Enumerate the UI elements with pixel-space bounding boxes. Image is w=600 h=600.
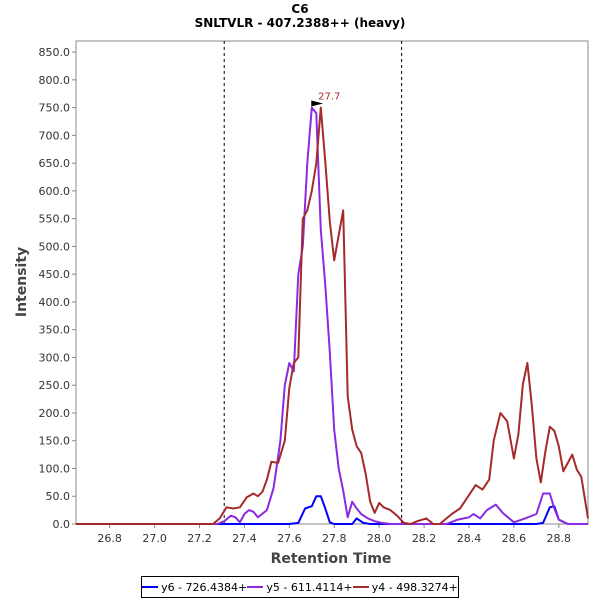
- x-tick-label: 28.0: [367, 532, 392, 545]
- y-tick-label: 450.0: [39, 268, 71, 281]
- y-tick-label: 800.0: [39, 74, 71, 87]
- x-axis-label: Retention Time: [271, 551, 392, 567]
- series-layer: [76, 106, 589, 525]
- series-line-y4: [76, 106, 589, 525]
- x-axis: 26.8 27.0 27.2 27.4 27.6 27.8 28.0 28.2 28.4 28.6…: [97, 524, 571, 545]
- legend-label: y6 - 726.4384+: [161, 580, 248, 594]
- y-tick-label: 100.0: [39, 462, 71, 475]
- x-tick-label: 27.4: [232, 532, 257, 545]
- legend-label: y5 - 611.4114+: [266, 580, 353, 594]
- legend-item: y5 - 611.4114+: [247, 580, 353, 594]
- y-tick-label: 750.0: [39, 102, 71, 115]
- y-axis-label: Intensity: [14, 247, 30, 317]
- y-tick-label: 650.0: [39, 157, 71, 170]
- series-line-y6: [76, 495, 588, 525]
- y-tick-label: 250.0: [39, 379, 71, 392]
- plot-area: [75, 40, 589, 525]
- y-axis: 0.0 50.0 100.0 150.0 200.0 250.0 300.0 350.0 400…: [39, 46, 76, 531]
- legend-item: y4 - 498.3274+: [352, 580, 458, 594]
- x-tick-label: 28.2: [412, 532, 437, 545]
- x-tick-label: 28.8: [547, 532, 572, 545]
- chart-title: C6: [291, 2, 308, 16]
- x-tick-label: 26.8: [97, 532, 122, 545]
- y-tick-label: 550.0: [39, 213, 71, 226]
- chart-subtitle: SNLTVLR - 407.2388++ (heavy): [195, 16, 406, 30]
- y-tick-label: 200.0: [39, 407, 71, 420]
- legend-swatch: [142, 586, 159, 588]
- series-line-y5: [76, 106, 588, 525]
- legend-label: y4 - 498.3274+: [371, 580, 458, 594]
- x-tick-label: 27.2: [187, 532, 212, 545]
- y-tick-label: 500.0: [39, 240, 71, 253]
- integration-bounds: [223, 41, 403, 524]
- x-tick-label: 28.4: [457, 532, 482, 545]
- y-tick-label: 50.0: [46, 490, 71, 503]
- peak-annotation: 27.7: [311, 92, 340, 107]
- legend-item: y6 - 726.4384+: [142, 581, 247, 594]
- legend-swatch: [247, 586, 264, 588]
- x-tick-label: 28.6: [502, 532, 527, 545]
- peak-label: 27.7: [318, 92, 340, 103]
- legend: y6 - 726.4384+ y5 - 611.4114+ y4 - 498.327…: [141, 576, 459, 598]
- y-tick-label: 700.0: [39, 129, 71, 142]
- y-tick-label: 350.0: [39, 324, 71, 337]
- y-tick-label: 600.0: [39, 185, 71, 198]
- y-tick-label: 400.0: [39, 296, 71, 309]
- x-tick-label: 27.0: [142, 532, 167, 545]
- legend-swatch: [352, 586, 369, 588]
- y-tick-label: 0.0: [53, 518, 71, 531]
- y-tick-label: 300.0: [39, 351, 71, 364]
- peak-marker-icon: [311, 100, 324, 107]
- y-tick-label: 850.0: [39, 46, 71, 59]
- x-tick-label: 27.8: [322, 532, 347, 545]
- y-tick-label: 150.0: [39, 435, 71, 448]
- x-tick-label: 27.6: [277, 532, 302, 545]
